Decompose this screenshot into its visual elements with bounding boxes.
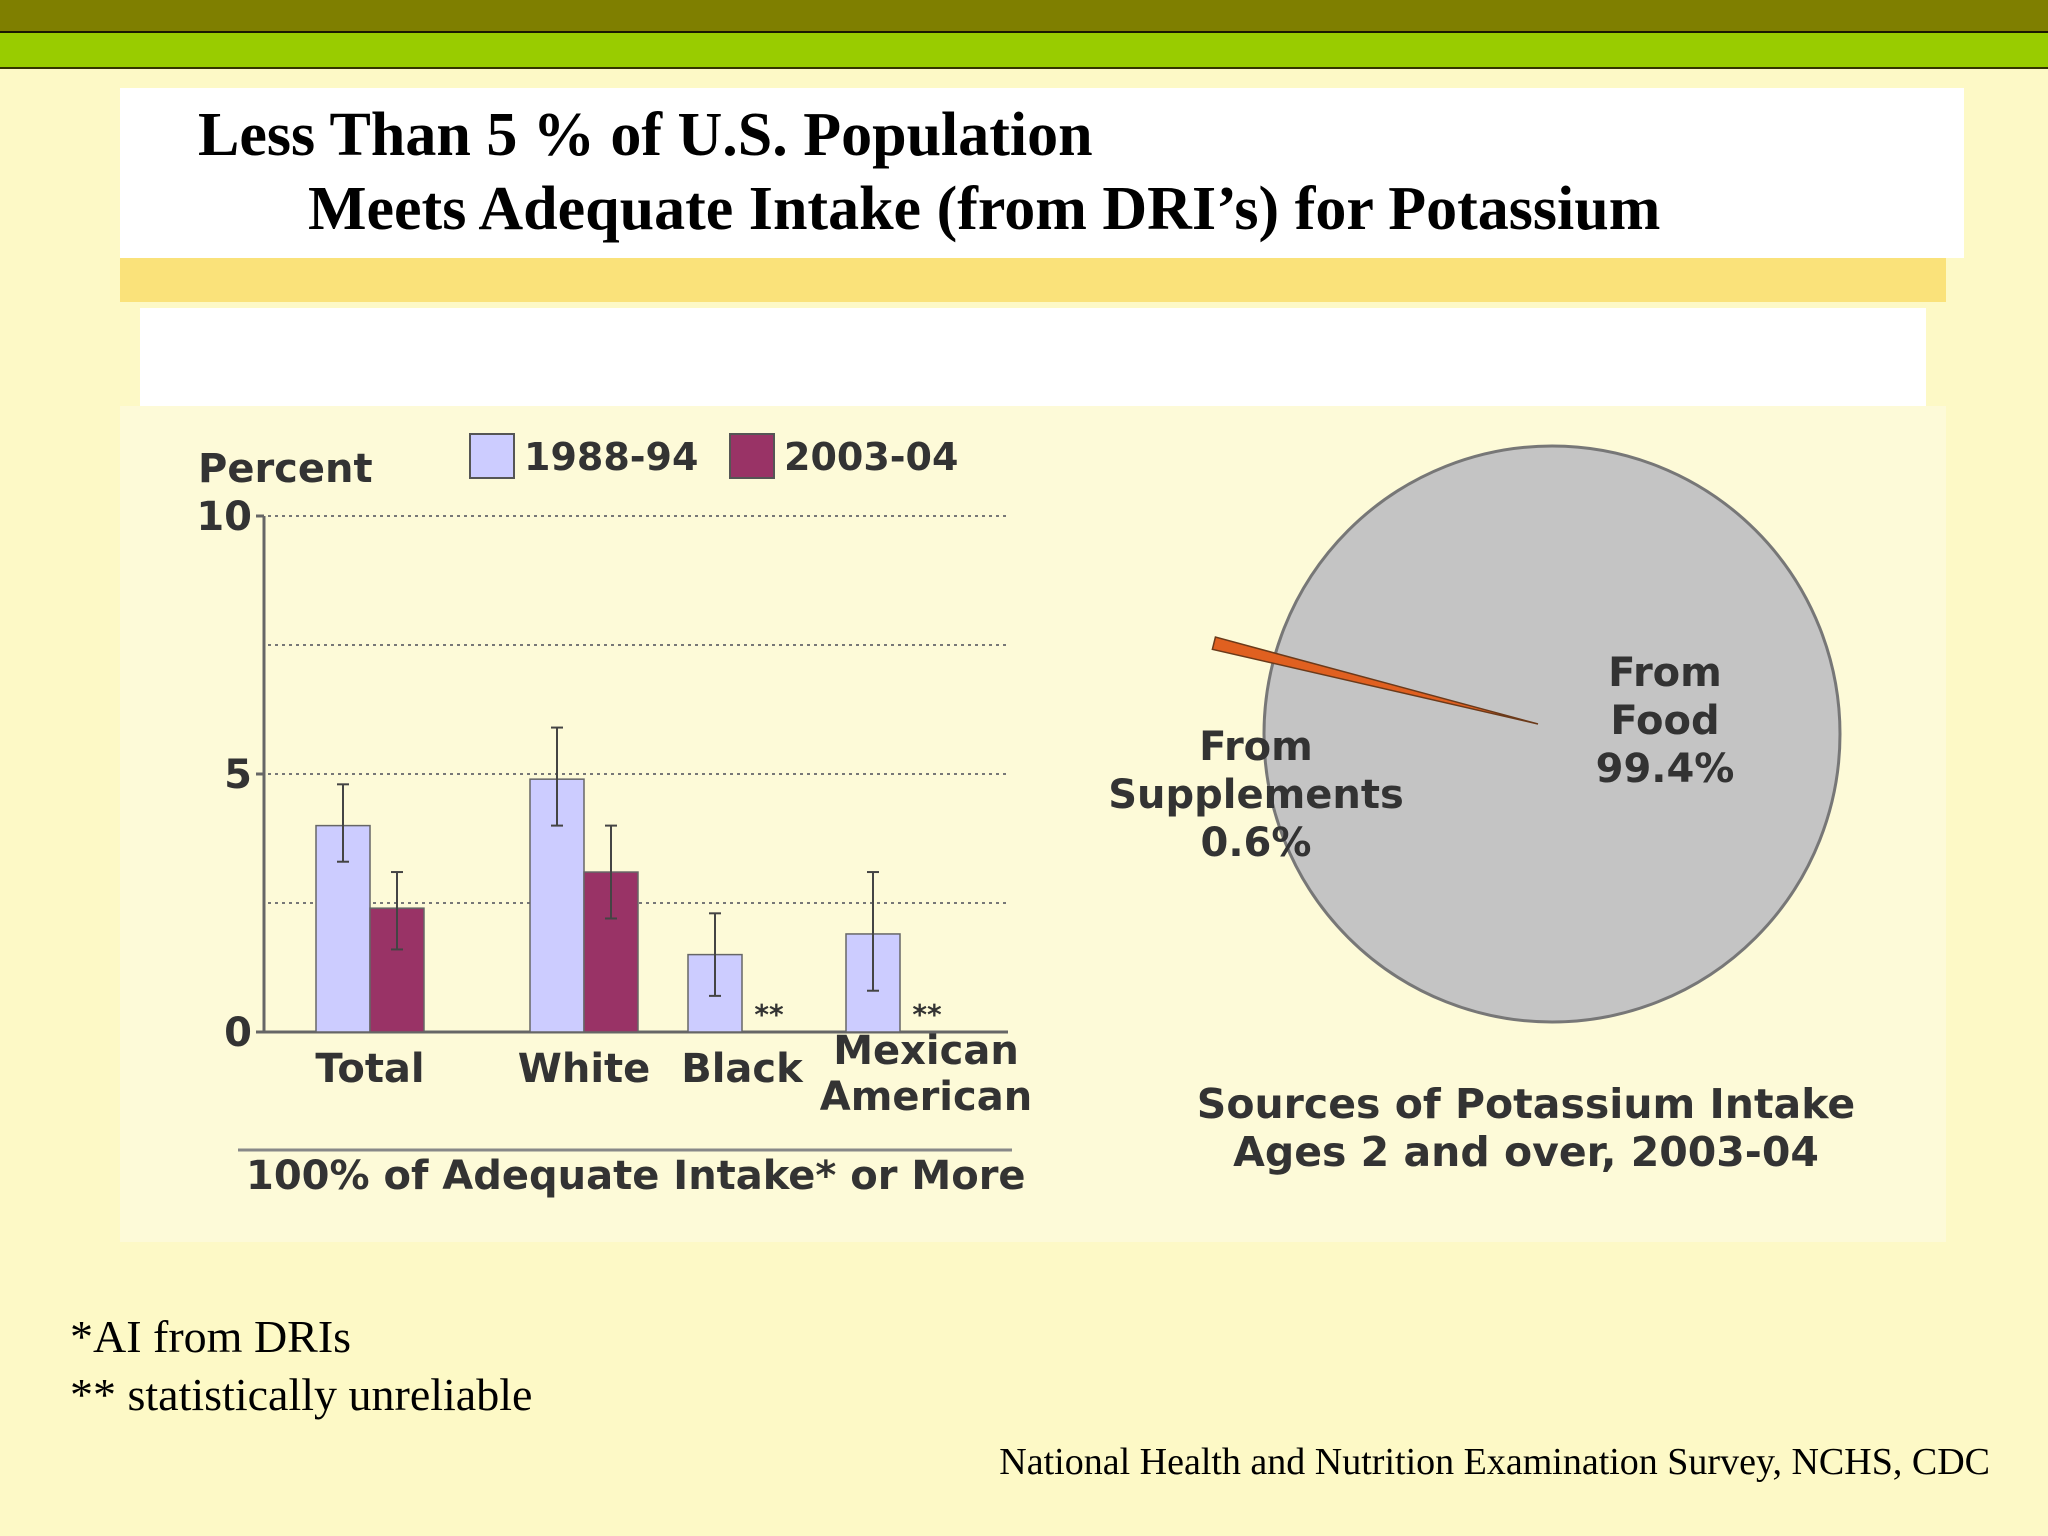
legend-swatch xyxy=(729,433,775,479)
unreliable-marker: ** xyxy=(912,998,942,1031)
pie-label-supplements: Supplements xyxy=(1108,772,1404,818)
pie-value-supplements: 0.6% xyxy=(1201,820,1312,866)
pie-label-food: Food xyxy=(1610,698,1719,744)
chart-canvas: Percent 100% of Adequate Intake* or More… xyxy=(196,433,1855,1199)
category-label: White xyxy=(518,1046,651,1092)
pie-label-food: From xyxy=(1608,650,1722,696)
pie-slice-supplements xyxy=(1211,636,1539,725)
top-band-green xyxy=(0,33,2048,69)
category-label: Mexican xyxy=(833,1028,1019,1074)
slide-title-line2: Meets Adequate Intake (from DRI’s) for P… xyxy=(308,175,1661,243)
pie-title-line2: Ages 2 and over, 2003-04 xyxy=(1233,1128,1819,1176)
footnotes: *AI from DRIs ** statistically unreliabl… xyxy=(70,1308,532,1424)
pie-label-supplements: From xyxy=(1199,724,1313,770)
category-label: Black xyxy=(681,1046,804,1092)
legend-swatch xyxy=(469,433,515,479)
pie-title-line1: Sources of Potassium Intake xyxy=(1197,1080,1855,1128)
slide-title-line1: Less Than 5 % of U.S. Population xyxy=(198,101,1093,169)
top-band-dark xyxy=(0,0,2048,33)
title-box: Less Than 5 % of U.S. Population Meets A… xyxy=(120,88,1964,258)
white-strip xyxy=(140,308,1926,406)
pie-value-food: 99.4% xyxy=(1596,746,1735,792)
yellow-stripe xyxy=(120,258,1946,302)
y-tick-label: 0 xyxy=(224,1010,252,1056)
legend-label: 1988-94 xyxy=(524,435,698,479)
category-label: American xyxy=(820,1074,1032,1120)
source-citation: National Health and Nutrition Examinatio… xyxy=(999,1441,1990,1483)
y-axis-label: Percent xyxy=(198,446,373,492)
footnote-ai: *AI from DRIs xyxy=(70,1311,352,1362)
footnote-unreliable: ** statistically unreliable xyxy=(70,1369,533,1420)
legend-label: 2003-04 xyxy=(784,435,958,479)
y-tick-label: 10 xyxy=(196,494,252,540)
x-axis-label: 100% of Adequate Intake* or More xyxy=(246,1153,1026,1199)
pie-slice-food xyxy=(1262,444,1842,1024)
unreliable-marker: ** xyxy=(754,998,784,1031)
chart-panel: Percent 100% of Adequate Intake* or More… xyxy=(120,406,1946,1242)
y-tick-label: 5 xyxy=(224,752,252,798)
category-label: Total xyxy=(315,1046,424,1092)
